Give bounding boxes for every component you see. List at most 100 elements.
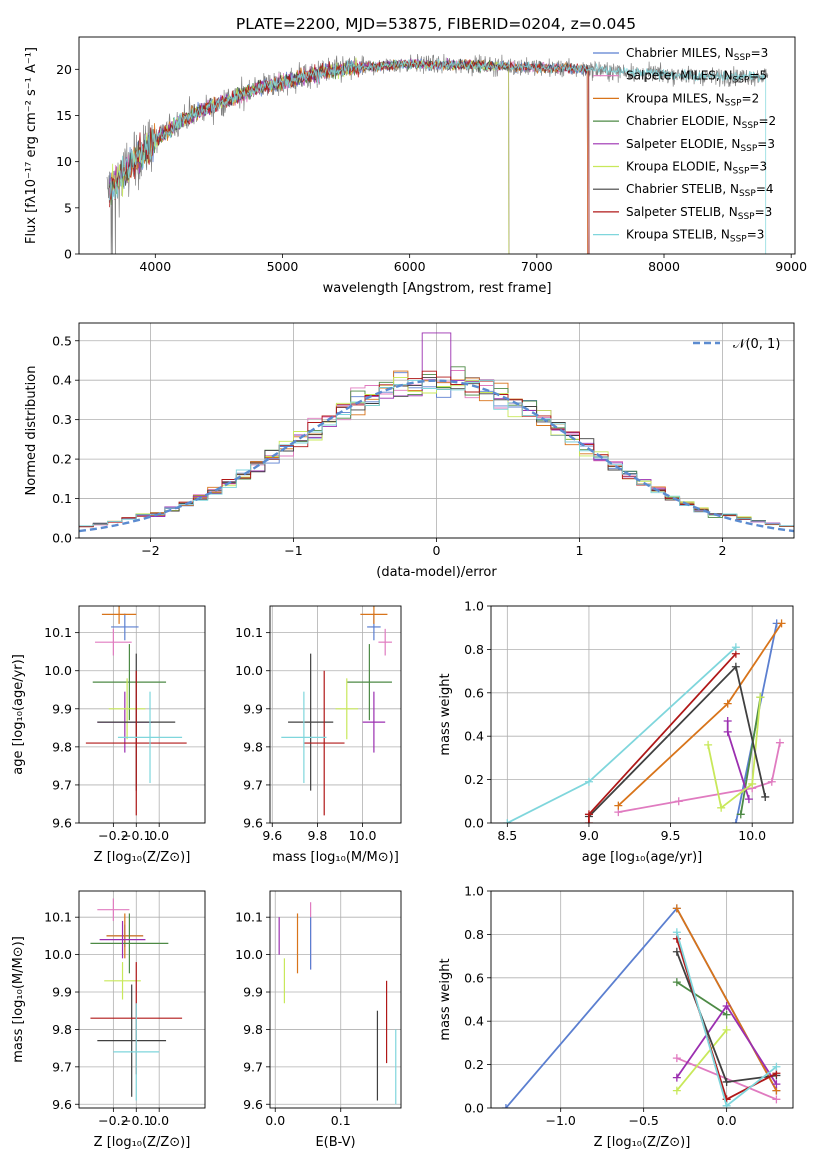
- weight-line: [707, 697, 762, 810]
- y-tick-label: 9.6: [52, 816, 72, 831]
- ticks: −2 −1 0 1 2 0.0 0.1 0.2 0.3 0.4 0.5: [52, 333, 726, 558]
- legend-entry: Salpeter ELODIE, NSSP=3: [626, 137, 775, 154]
- y-tick-label: 0.4: [52, 373, 72, 388]
- x-tick-label: 5000: [267, 259, 299, 274]
- errorbar-point: [97, 984, 167, 1097]
- x-tick-label: 0.0: [717, 1113, 737, 1128]
- axes-frame: [269, 605, 402, 824]
- model-spectrum: [109, 59, 590, 254]
- histogram-step: [79, 377, 794, 527]
- x-tick-label: 0.0: [149, 1113, 169, 1128]
- plot-area: [501, 904, 781, 1108]
- y-tick-label: 0.6: [464, 685, 484, 700]
- x-tick-label: 2: [719, 543, 727, 558]
- y-tick-label: 0.8: [464, 927, 484, 942]
- weight-marker: [731, 819, 740, 823]
- figure-title: PLATE=2200, MJD=53875, FIBERID=0204, z=0…: [236, 15, 636, 33]
- ticks: −0.2−0.10.0 9.6 9.7 9.8 9.9 10.0 10.1: [44, 625, 169, 843]
- y-tick-label: 9.9: [52, 701, 72, 716]
- x-tick-label: 9.0: [579, 828, 599, 843]
- x-tick-label: 7000: [521, 259, 553, 274]
- weight-marker: [777, 619, 786, 628]
- panel-residuals: −2 −1 0 1 2 0.0 0.1 0.2 0.3 0.4 0.5 (data-model)/er…: [24, 322, 795, 580]
- weight-line: [726, 721, 750, 800]
- y-tick-label: 9.6: [243, 1097, 263, 1112]
- ticks: 9.6 9.8 10.0 9.6 9.7 9.8 9.9 10.0 10.1: [235, 625, 376, 843]
- weight-marker: [772, 1062, 781, 1071]
- plot-area: [85, 606, 187, 816]
- y-axis-label: mass [log₁₀(M/M⊙)]: [11, 936, 26, 1063]
- y-tick-label: 9.8: [243, 1022, 263, 1037]
- panel-spectrum: 4000 5000 6000 7000 8000 9000 0 5 10 15 20 waveleng…: [24, 36, 807, 296]
- weight-marker: [584, 810, 593, 819]
- weight-marker: [744, 795, 753, 804]
- y-tick-label: 9.7: [243, 777, 263, 792]
- y-tick-label: 1.0: [464, 884, 484, 899]
- weight-line: [739, 696, 762, 815]
- weight-marker: [736, 810, 745, 819]
- weight-marker: [614, 801, 623, 810]
- model-spectrum: [109, 58, 590, 254]
- y-tick-label: 9.8: [52, 1022, 72, 1037]
- ticks: −0.2−0.10.0 9.6 9.7 9.8 9.9 10.0 10.1: [44, 910, 169, 1128]
- plot-area: [278, 902, 397, 1105]
- y-tick-label: 0.2: [464, 1057, 484, 1072]
- y-tick-label: 0.1: [52, 491, 72, 506]
- weight-line: [588, 653, 737, 823]
- y-tick-label: 10.1: [235, 910, 263, 925]
- x-tick-label: −0.1: [121, 1113, 151, 1128]
- legend: Chabrier MILES, NSSP=3 Salpeter MILES, NS…: [593, 46, 776, 245]
- ticks: 8.5 9.0 9.5 10.0 0.0 0.2 0.4 0.6 0.8 1.0: [464, 599, 766, 844]
- weight-marker: [772, 1080, 781, 1089]
- x-tick-label: −2: [141, 543, 159, 558]
- y-tick-label: 0.5: [52, 333, 72, 348]
- grid: [79, 606, 205, 824]
- y-tick-label: 0.2: [464, 772, 484, 787]
- y-tick-label: 9.9: [52, 985, 72, 1000]
- legend-entry: Chabrier STELIB, NSSP=4: [626, 182, 774, 199]
- y-tick-label: 0.6: [464, 970, 484, 985]
- x-tick-label: 0: [433, 543, 441, 558]
- y-axis-label: Normed distribution: [24, 366, 39, 496]
- axes-frame: [490, 605, 794, 824]
- y-tick-label: 9.6: [243, 816, 263, 831]
- weight-marker: [672, 978, 681, 987]
- y-tick-label: 0.2: [52, 452, 72, 467]
- y-tick-label: 10.0: [235, 947, 263, 962]
- weight-marker: [722, 1077, 731, 1086]
- weight-marker: [503, 819, 512, 823]
- weight-marker: [672, 1086, 681, 1095]
- axes-frame: [490, 890, 794, 1109]
- weight-marker: [748, 779, 757, 788]
- errorbar-point: [97, 898, 130, 921]
- x-tick-label: 10.0: [738, 828, 766, 843]
- x-tick-label: −1: [284, 543, 302, 558]
- weight-marker: [704, 740, 713, 749]
- x-tick-label: −0.5: [628, 1113, 658, 1128]
- y-tick-label: 1.0: [464, 599, 484, 614]
- x-tick-label: 9.8: [307, 828, 327, 843]
- weight-line: [676, 1029, 728, 1092]
- x-tick-label: −1.0: [546, 1113, 576, 1128]
- errorbar-point: [113, 1003, 160, 1101]
- ticks: 0.0 0.1 9.6 9.7 9.8 9.9 10.0 10.1: [235, 910, 351, 1128]
- y-axis-label: mass weight: [438, 958, 453, 1040]
- model-spectrum: [109, 58, 589, 254]
- axes-frame: [78, 890, 206, 1109]
- errorbar-point: [106, 913, 144, 959]
- y-tick-label: 0.0: [464, 1101, 484, 1116]
- weight-line: [676, 907, 778, 1092]
- y-tick-label: 0.0: [52, 531, 72, 546]
- panel-mass-weight-vs-age: 8.5 9.0 9.5 10.0 0.0 0.2 0.4 0.6 0.8 1.0 age [log₁…: [438, 599, 794, 865]
- errorbar-point: [111, 613, 139, 641]
- errorbar-point: [99, 920, 146, 959]
- errorbar-point: [303, 670, 345, 816]
- errorbar-point: [281, 691, 327, 784]
- axes-frame: [78, 36, 796, 255]
- weight-marker: [767, 777, 776, 786]
- weight-marker: [756, 693, 765, 702]
- x-tick-label: 0.1: [331, 1113, 351, 1128]
- plot-area: [79, 332, 794, 533]
- weight-line: [676, 981, 728, 1016]
